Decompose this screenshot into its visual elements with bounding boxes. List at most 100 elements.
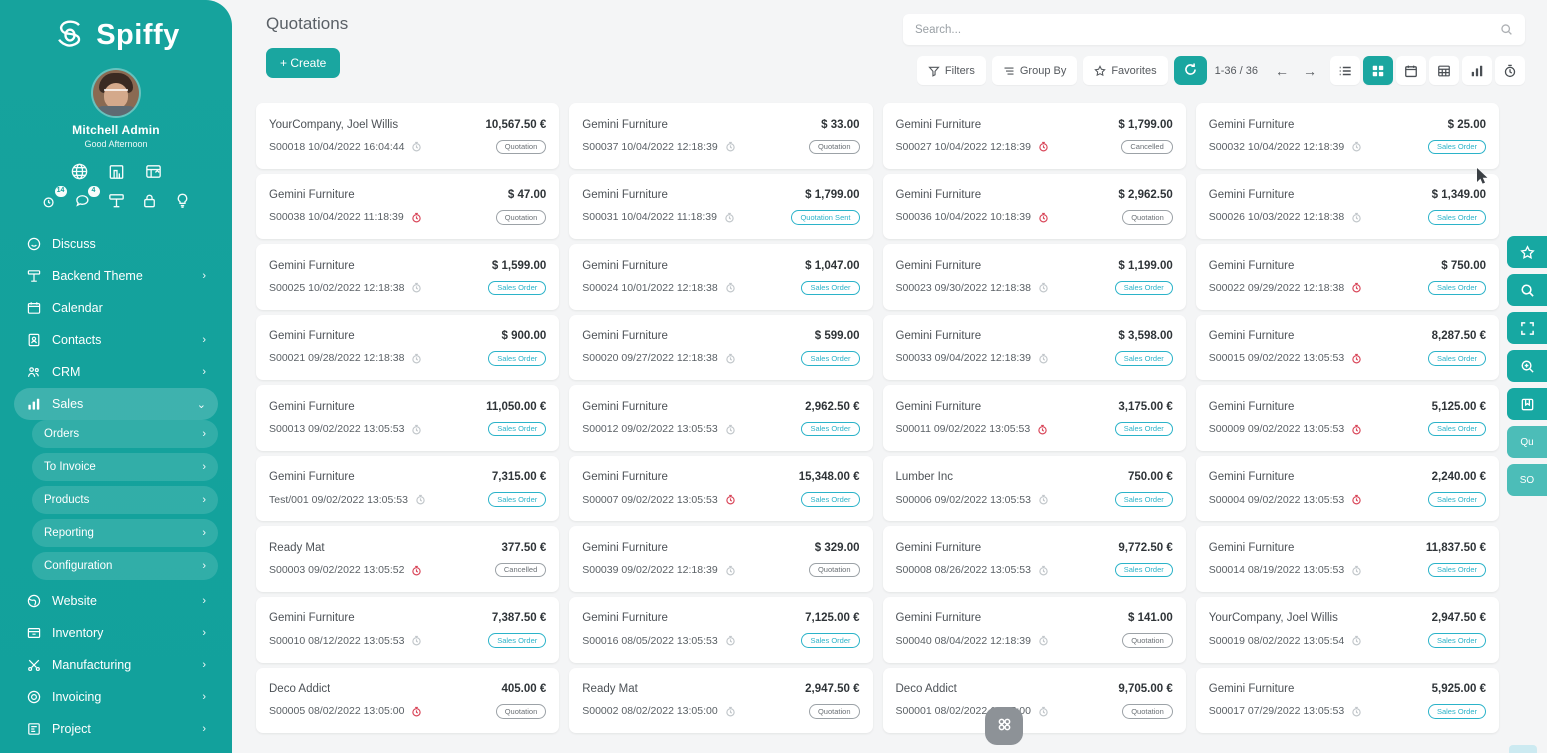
- kanban-card[interactable]: Gemini Furniture $ 141.00 S00040 08/04/202…: [882, 596, 1186, 663]
- bookmark-icon-button[interactable]: [1507, 388, 1547, 420]
- kanban-card[interactable]: Gemini Furniture 8,287.50 € S00015 09/02/2…: [1195, 314, 1499, 381]
- sidebar-item-backend-theme[interactable]: Backend Theme ›: [14, 260, 218, 292]
- pivot-view-button[interactable]: [1429, 56, 1459, 85]
- list-view-button[interactable]: [1330, 56, 1360, 85]
- kanban-card[interactable]: Gemini Furniture $ 2,962.50 S00036 10/04/2…: [882, 173, 1186, 240]
- search-icon-button[interactable]: [1507, 274, 1547, 306]
- activity-clock-icon[interactable]: [725, 141, 736, 152]
- activity-clock-icon[interactable]: [411, 565, 422, 576]
- building-icon[interactable]: [107, 162, 126, 181]
- kanban-card[interactable]: Lumber Inc 750.00 € S00006 09/02/2022 13:0…: [882, 455, 1186, 522]
- previous-page-button[interactable]: ←: [1268, 57, 1296, 85]
- kanban-card[interactable]: Gemini Furniture $ 1,047.00 S00024 10/01/2…: [569, 244, 873, 310]
- brand[interactable]: Spiffy: [0, 0, 232, 58]
- activity-clock-icon[interactable]: [725, 424, 736, 435]
- activity-clock-icon[interactable]: [411, 282, 422, 293]
- activity-clock-icon[interactable]: [1038, 494, 1049, 505]
- kanban-card[interactable]: Gemini Furniture $ 47.00 S00038 10/04/2022…: [256, 173, 560, 240]
- calendar-view-button[interactable]: [1396, 56, 1426, 85]
- sidebar-item-calendar[interactable]: Calendar: [14, 292, 218, 324]
- activity-clock-icon[interactable]: [1351, 141, 1362, 152]
- kanban-card[interactable]: Gemini Furniture $ 1,599.00 S00025 10/02/2…: [256, 244, 560, 310]
- kanban-card[interactable]: Gemini Furniture 11,837.50 € S00014 08/19/…: [1195, 526, 1499, 592]
- activity-clock-icon[interactable]: [725, 353, 736, 364]
- sidebar-item-discuss[interactable]: Discuss: [14, 228, 218, 260]
- activity-clock-icon[interactable]: [411, 212, 422, 223]
- kanban-card[interactable]: Gemini Furniture 7,315.00 € Test/001 09/02…: [256, 455, 560, 522]
- kanban-card[interactable]: YourCompany, Joel Willis 2,947.50 € S00019…: [1195, 596, 1499, 663]
- activity-clock-icon[interactable]: [1038, 635, 1049, 646]
- activity-clock-icon[interactable]: [415, 494, 426, 505]
- sidebar-item-project[interactable]: Project ›: [14, 713, 218, 745]
- favorites-button[interactable]: Favorites: [1083, 56, 1168, 85]
- sidebar-subitem-reporting[interactable]: Reporting ›: [32, 519, 218, 547]
- activity-clock-icon[interactable]: [1038, 353, 1049, 364]
- sidebar-item-manufacturing[interactable]: Manufacturing ›: [14, 649, 218, 681]
- activity-clock-icon[interactable]: [411, 706, 422, 717]
- activity-clock-icon[interactable]: [725, 565, 736, 576]
- sales-order-shortcut-button[interactable]: SO: [1507, 464, 1547, 496]
- kanban-card[interactable]: Gemini Furniture $ 750.00 S00022 09/29/202…: [1195, 244, 1499, 310]
- kanban-card[interactable]: Gemini Furniture 15,348.00 € S00007 09/02/…: [569, 455, 873, 522]
- create-button[interactable]: + Create: [266, 48, 341, 78]
- activity-clock-icon[interactable]: [1351, 635, 1362, 646]
- activity-clock-icon[interactable]: [1038, 282, 1049, 293]
- activity-clock-icon[interactable]: [1351, 565, 1362, 576]
- kanban-card[interactable]: Ready Mat 2,947.50 € S00002 08/02/2022 13:…: [569, 667, 873, 734]
- activity-clock-icon[interactable]: [1351, 282, 1362, 293]
- activity-clock-icon[interactable]: [1351, 706, 1362, 717]
- activity-clock-icon[interactable]: [1037, 424, 1048, 435]
- activity-clock-icon[interactable]: [1351, 353, 1362, 364]
- activity-clock-icon[interactable]: [411, 353, 422, 364]
- sidebar-item-invoicing[interactable]: Invoicing ›: [14, 681, 218, 713]
- kanban-view-button[interactable]: [1363, 56, 1393, 85]
- kanban-card[interactable]: Gemini Furniture $ 1,799.00 S00031 10/04/2…: [569, 173, 873, 240]
- kanban-card[interactable]: Gemini Furniture $ 900.00 S00021 09/28/202…: [256, 314, 560, 381]
- kanban-card[interactable]: Gemini Furniture 2,962.50 € S00012 09/02/2…: [569, 385, 873, 451]
- user-profile[interactable]: Mitchell Admin Good Afternoon: [0, 70, 232, 149]
- kanban-card[interactable]: Gemini Furniture $ 1,349.00 S00026 10/03/2…: [1195, 173, 1499, 240]
- lightbulb-icon[interactable]: [173, 191, 192, 210]
- activity-view-button[interactable]: [1495, 56, 1525, 85]
- kanban-card[interactable]: Gemini Furniture 11,050.00 € S00013 09/02/…: [256, 385, 560, 451]
- kanban-card[interactable]: Gemini Furniture $ 599.00 S00020 09/27/202…: [569, 314, 873, 381]
- activity-clock-icon[interactable]: [1038, 141, 1049, 152]
- globe-icon[interactable]: [70, 162, 89, 181]
- kanban-card[interactable]: Gemini Furniture $ 1,799.00 S00027 10/04/2…: [882, 103, 1186, 169]
- activity-clock-icon[interactable]: [1351, 494, 1362, 505]
- quotation-shortcut-button[interactable]: Qu: [1507, 426, 1547, 458]
- search-box[interactable]: [903, 14, 1525, 45]
- activity-clock-icon[interactable]: [724, 212, 735, 223]
- kanban-card[interactable]: Gemini Furniture 2,240.00 € S00004 09/02/2…: [1195, 455, 1499, 522]
- kanban-card[interactable]: Gemini Furniture 7,125.00 € S00016 08/05/2…: [569, 596, 873, 663]
- kanban-card[interactable]: Gemini Furniture $ 33.00 S00037 10/04/2022…: [569, 103, 873, 169]
- sidebar-subitem-configuration[interactable]: Configuration ›: [32, 552, 218, 580]
- kanban-card[interactable]: Gemini Furniture 5,925.00 € S00017 07/29/2…: [1195, 667, 1499, 734]
- kanban-card[interactable]: Gemini Furniture 7,387.50 € S00010 08/12/2…: [256, 596, 560, 663]
- activity-clock-icon[interactable]: [1038, 212, 1049, 223]
- zoom-in-icon-button[interactable]: [1507, 350, 1547, 382]
- favorite-icon-button[interactable]: [1507, 236, 1547, 268]
- search-icon[interactable]: [1500, 23, 1513, 36]
- activity-icon[interactable]: 14: [41, 186, 67, 210]
- kanban-card[interactable]: Ready Mat 377.50 € S00003 09/02/2022 13:05…: [256, 526, 560, 592]
- kanban-card[interactable]: Gemini Furniture $ 1,199.00 S00023 09/30/2…: [882, 244, 1186, 310]
- sidebar-item-inventory[interactable]: Inventory ›: [14, 617, 218, 649]
- activity-clock-icon[interactable]: [1038, 565, 1049, 576]
- refresh-button[interactable]: [1173, 56, 1207, 85]
- kanban-card[interactable]: Deco Addict 405.00 € S00005 08/02/2022 13:…: [256, 667, 560, 734]
- theme-icon[interactable]: [107, 191, 126, 210]
- activity-clock-icon[interactable]: [1351, 424, 1362, 435]
- sidebar-item-sales[interactable]: Sales ⌄: [14, 388, 218, 420]
- avatar[interactable]: [93, 70, 139, 116]
- sidebar-subitem-orders[interactable]: Orders ›: [32, 420, 218, 448]
- kanban-card[interactable]: Gemini Furniture 5,125.00 € S00009 09/02/2…: [1195, 385, 1499, 451]
- sidebar-item-crm[interactable]: CRM ›: [14, 356, 218, 388]
- next-page-button[interactable]: →: [1296, 57, 1324, 85]
- filters-button[interactable]: Filters: [916, 56, 986, 85]
- kanban-card[interactable]: Gemini Furniture 3,175.00 € S00011 09/02/2…: [882, 385, 1186, 451]
- activity-clock-icon[interactable]: [725, 635, 736, 646]
- activity-clock-icon[interactable]: [411, 424, 422, 435]
- lock-icon[interactable]: [140, 191, 159, 210]
- sidebar-item-website[interactable]: Website ›: [14, 585, 218, 617]
